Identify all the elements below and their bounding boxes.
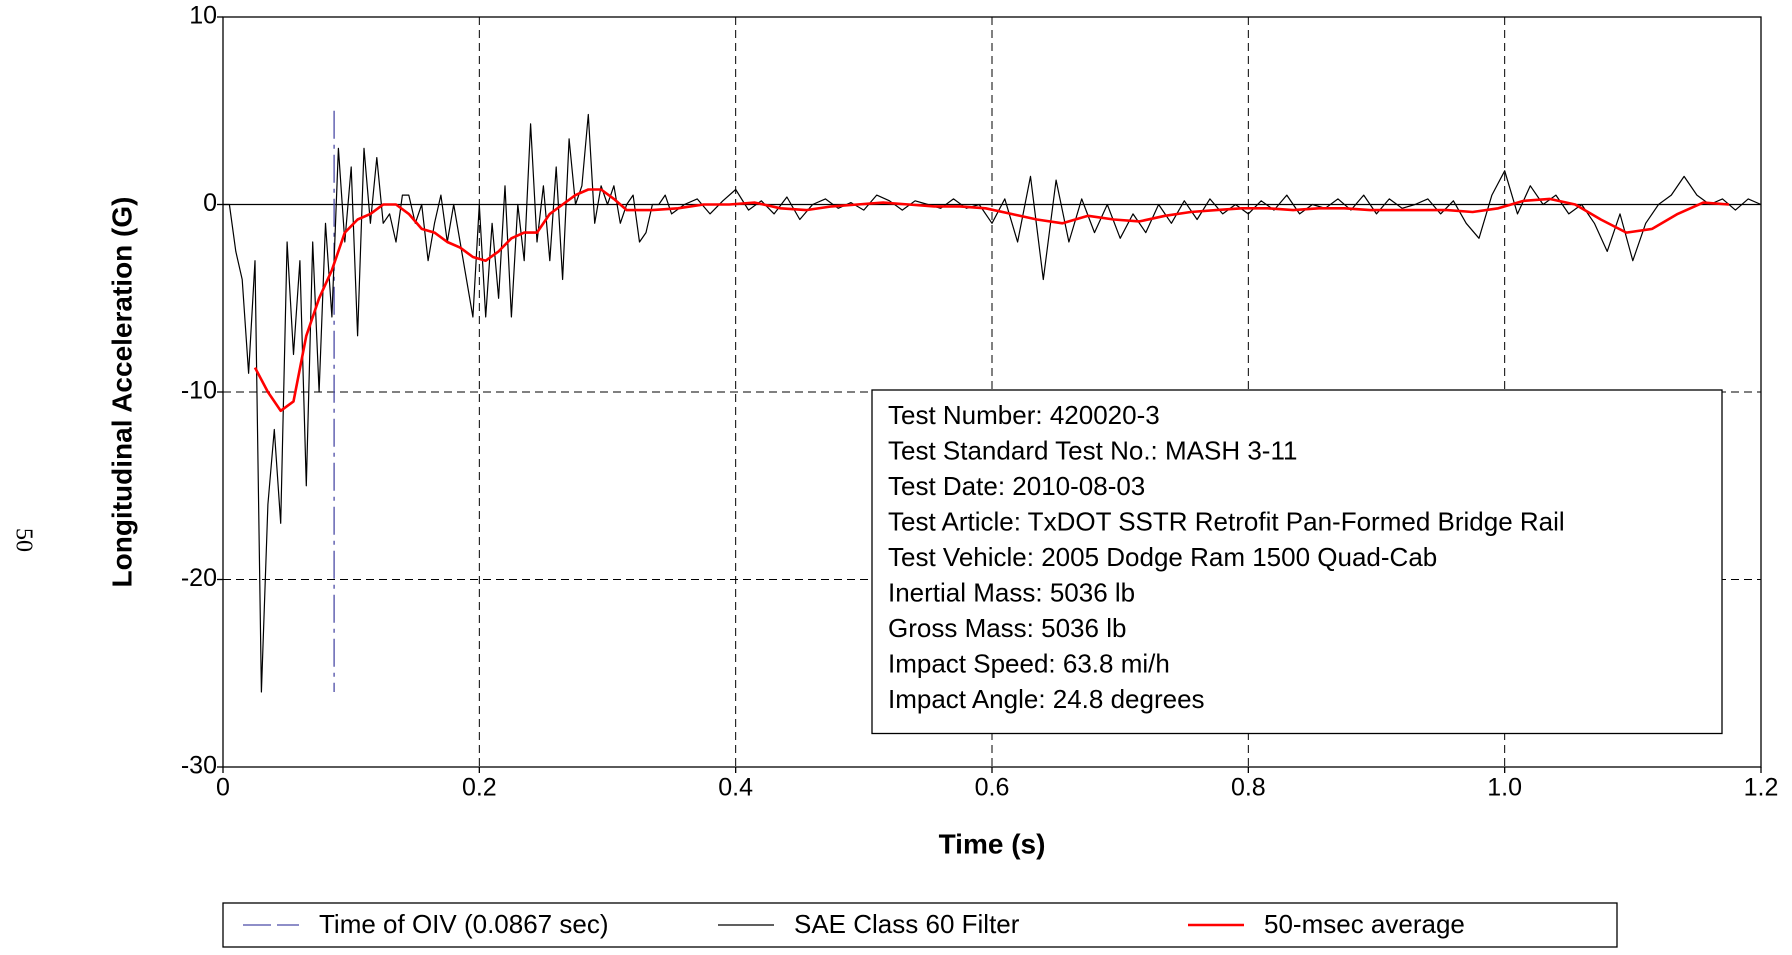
x-tick-label: 0.2 xyxy=(462,774,497,802)
info-line: Inertial Mass: 5036 lb xyxy=(888,577,1135,607)
x-tick-label: 0.4 xyxy=(718,774,753,802)
info-line: Impact Angle: 24.8 degrees xyxy=(888,684,1205,714)
x-tick-label: 1.2 xyxy=(1744,774,1779,802)
x-tick-label: 0.8 xyxy=(1231,774,1266,802)
info-line: Test Vehicle: 2005 Dodge Ram 1500 Quad-C… xyxy=(888,542,1437,572)
info-line: Test Number: 420020-3 xyxy=(888,400,1160,430)
page-number: 50 xyxy=(10,528,36,552)
info-box xyxy=(871,389,1723,735)
y-tick-label: 0 xyxy=(203,189,217,217)
info-line: Test Article: TxDOT SSTR Retrofit Pan-Fo… xyxy=(888,506,1565,536)
info-line: Test Standard Test No.: MASH 3-11 xyxy=(888,435,1297,465)
x-tick-label: 0.6 xyxy=(975,774,1010,802)
x-tick-label: 1.0 xyxy=(1487,774,1522,802)
y-tick-label: -30 xyxy=(181,752,217,780)
legend-label: SAE Class 60 Filter xyxy=(794,909,1020,939)
y-tick-label: -20 xyxy=(181,564,217,592)
info-line: Impact Speed: 63.8 mi/h xyxy=(888,648,1170,678)
legend-label: Time of OIV (0.0867 sec) xyxy=(319,909,608,939)
info-line: Test Date: 2010-08-03 xyxy=(888,471,1145,501)
y-axis-label: Longitudinal Acceleration (G) xyxy=(106,197,137,588)
legend xyxy=(222,902,1618,948)
y-tick-label: -10 xyxy=(181,377,217,405)
plot-border xyxy=(222,16,1762,768)
y-tick-label: 10 xyxy=(189,2,217,30)
x-axis-label: Time (s) xyxy=(939,828,1046,859)
legend-label: 50-msec average xyxy=(1264,909,1465,939)
series-line xyxy=(223,113,1762,693)
x-tick-label: 0 xyxy=(216,774,230,802)
info-line: Gross Mass: 5036 lb xyxy=(888,613,1126,643)
series-line xyxy=(253,188,1730,413)
